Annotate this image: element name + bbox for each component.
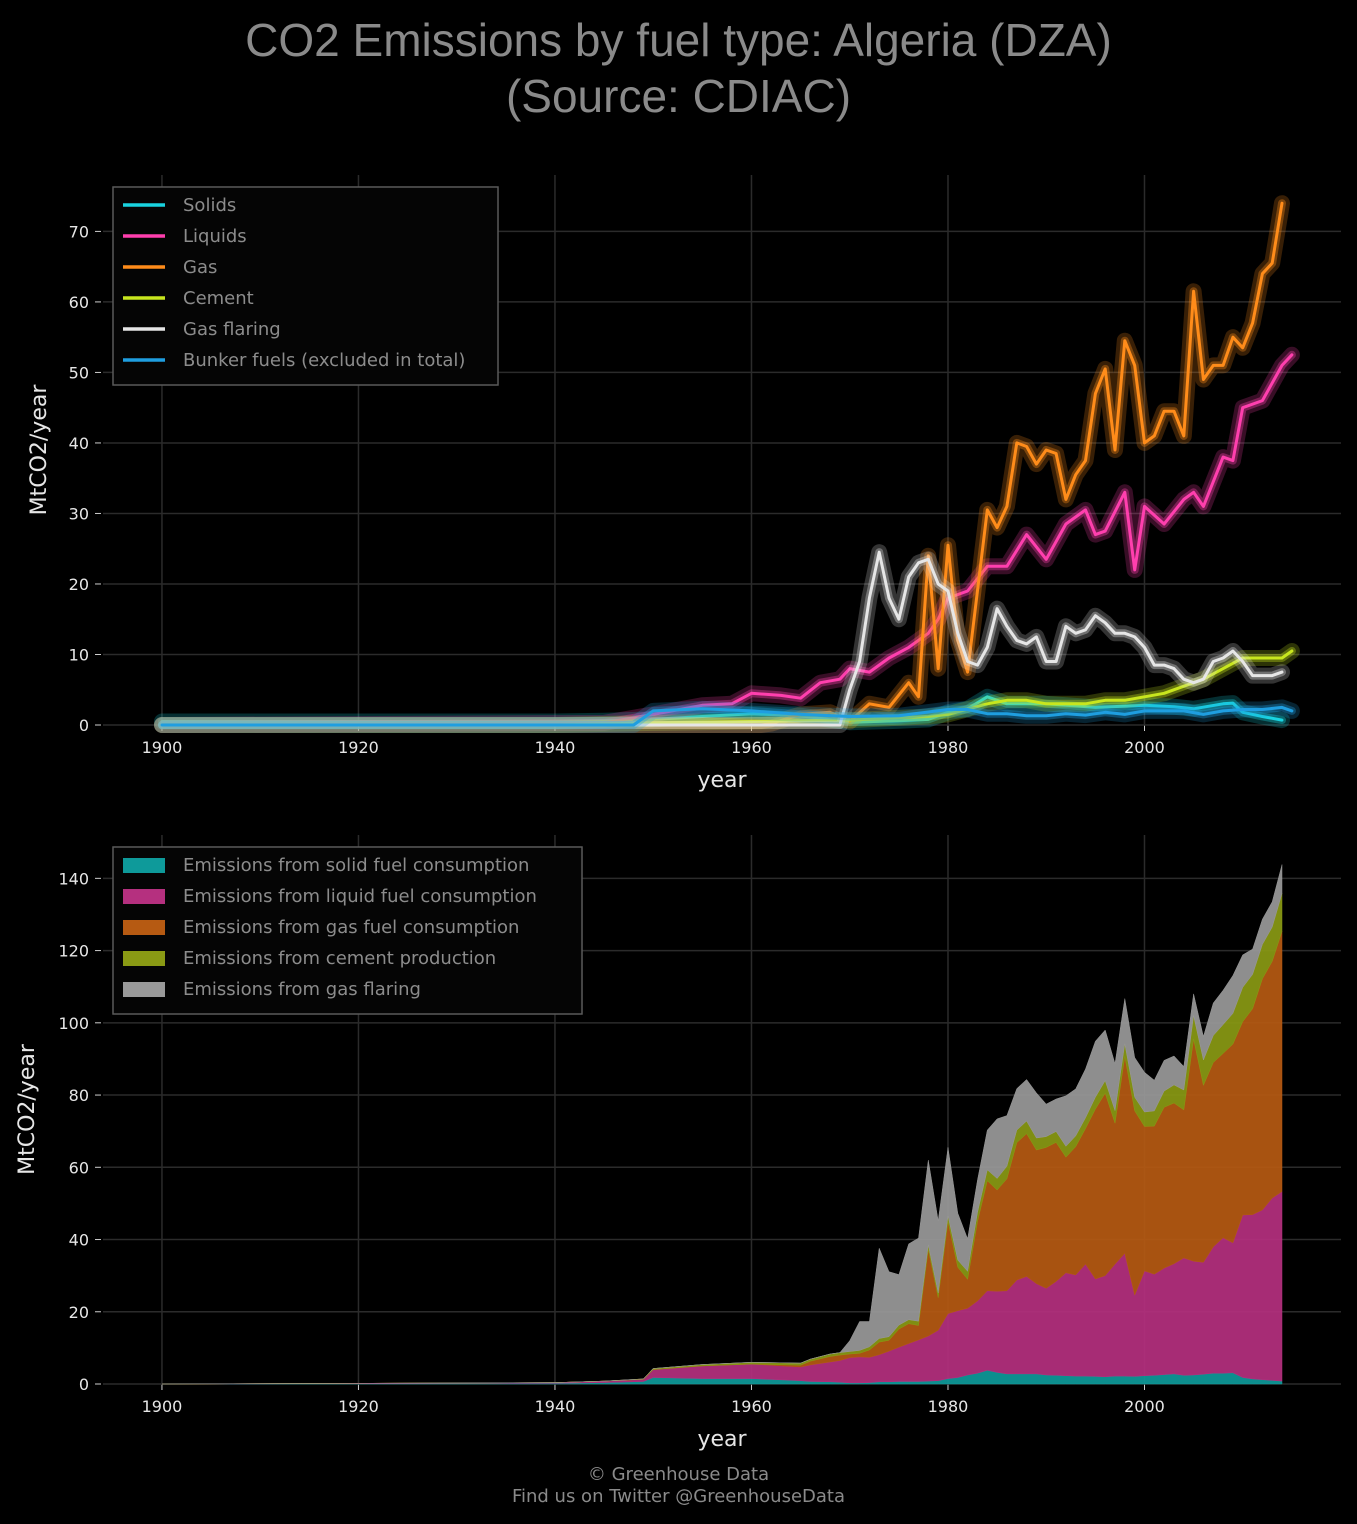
- legend-label-gas-flaring: Gas flaring: [183, 319, 281, 340]
- footer-copyright: © Greenhouse Data: [587, 1464, 770, 1485]
- line-chart-fuel-types: 1900 1920 1940 1960 1980 2000 0 10 20 30 40 50 60 70 y…: [27, 175, 1341, 793]
- x-tick-label: 1960: [731, 738, 772, 757]
- series-bunker-fuels-excluded-in-total: [154, 699, 1300, 733]
- x-tick-label: 1920: [338, 1397, 379, 1416]
- legend-label-solids: Solids: [183, 195, 236, 216]
- y-tick-label: 100: [58, 1014, 89, 1033]
- y-tick-label: 40: [69, 1231, 89, 1250]
- series-line-bunker-fuels-excluded-in-total: [160, 705, 1294, 727]
- y-tick-label: 60: [69, 1158, 89, 1177]
- legend-label-gas: Gas: [183, 257, 217, 278]
- y-tick-label: 50: [69, 363, 89, 382]
- y-tick-label: 0: [79, 1375, 89, 1394]
- x-tick-label: 1980: [928, 738, 969, 757]
- legend: Emissions from solid fuel consumption Emi…: [112, 846, 583, 1015]
- legend-label-emissions-from-cement-production: Emissions from cement production: [183, 948, 496, 969]
- x-axis-title: year: [697, 1427, 747, 1452]
- y-axis-title: MtCO2/year: [27, 384, 52, 516]
- y-tick-label: 140: [58, 869, 89, 888]
- series-line-gas: [160, 201, 1284, 727]
- y-tick-label: 70: [69, 222, 89, 241]
- series-gas: [154, 195, 1290, 733]
- legend-swatch-emissions-from-gas-flaring: [123, 982, 165, 997]
- series-gas-flaring: [154, 544, 1290, 733]
- x-tick-label: 1940: [535, 1397, 576, 1416]
- y-tick-label: 10: [69, 645, 89, 664]
- plot-lines: [154, 195, 1300, 733]
- series-solids: [154, 688, 1290, 731]
- stacked-area-chart-emissions: 1900 1920 1940 1960 1980 2000 0 20 40 60 80 100 120 1…: [15, 835, 1341, 1452]
- x-tick-label: 2000: [1124, 1397, 1165, 1416]
- y-tick-label: 60: [69, 293, 89, 312]
- legend-label-cement: Cement: [183, 288, 254, 309]
- x-tick-label: 2000: [1124, 738, 1165, 757]
- axes: 1900 1920 1940 1960 1980 2000 0 10 20 30 40 50 60 70 y…: [27, 175, 1341, 793]
- legend-frame: [112, 186, 499, 386]
- series-line-solids: [160, 695, 1284, 724]
- y-tick-label: 120: [58, 942, 89, 961]
- legend-label-emissions-from-liquid-fuel-consumption: Emissions from liquid fuel consumption: [183, 886, 537, 907]
- y-tick-label: 20: [69, 1303, 89, 1322]
- legend-label-emissions-from-gas-flaring: Emissions from gas flaring: [183, 979, 421, 1000]
- x-axis-title: year: [697, 768, 747, 793]
- plot-areas: [161, 864, 1283, 1385]
- legend-label-bunker-fuels-excluded-in-total: Bunker fuels (excluded in total): [183, 350, 465, 371]
- x-tick-label: 1940: [535, 738, 576, 757]
- y-tick-label: 80: [69, 1086, 89, 1105]
- series-liquids: [154, 346, 1300, 733]
- chart-title: CO2 Emissions by fuel type: Algeria (DZA…: [0, 12, 1357, 124]
- series-line-cement: [160, 649, 1294, 727]
- footer: © Greenhouse Data Find us on Twitter @Gr…: [0, 1464, 1357, 1508]
- x-tick-label: 1900: [142, 738, 183, 757]
- legend: Solids Liquids Gas Cement Gas flaring Bunker …: [112, 186, 499, 386]
- footer-twitter: Find us on Twitter @GreenhouseData: [511, 1486, 846, 1507]
- series-line-liquids: [160, 353, 1294, 727]
- series-cement: [154, 643, 1300, 733]
- y-tick-label: 30: [69, 504, 89, 523]
- y-tick-label: 20: [69, 575, 89, 594]
- area-emissions-from-gas-flaring: [161, 864, 1283, 1385]
- y-tick-label: 40: [69, 434, 89, 453]
- legend-label-emissions-from-solid-fuel-consumption: Emissions from solid fuel consumption: [183, 855, 529, 876]
- y-tick-label: 0: [79, 716, 89, 735]
- x-tick-label: 1980: [928, 1397, 969, 1416]
- chart-title-line2: (Source: CDIAC): [505, 70, 852, 122]
- legend-label-liquids: Liquids: [183, 226, 247, 247]
- x-tick-label: 1960: [731, 1397, 772, 1416]
- legend-label-emissions-from-gas-fuel-consumption: Emissions from gas fuel consumption: [183, 917, 519, 938]
- series-line-gas-flaring: [160, 550, 1284, 727]
- legend-swatch-emissions-from-solid-fuel-consumption: [123, 858, 165, 873]
- x-tick-label: 1920: [338, 738, 379, 757]
- y-axis-title: MtCO2/year: [15, 1043, 40, 1175]
- legend-frame: [112, 846, 583, 1015]
- legend-swatch-emissions-from-liquid-fuel-consumption: [123, 889, 165, 904]
- chart-title-line1: CO2 Emissions by fuel type: Algeria (DZA…: [245, 14, 1112, 66]
- x-tick-label: 1900: [142, 1397, 183, 1416]
- legend-swatch-emissions-from-gas-fuel-consumption: [123, 920, 165, 935]
- legend-swatch-emissions-from-cement-production: [123, 951, 165, 966]
